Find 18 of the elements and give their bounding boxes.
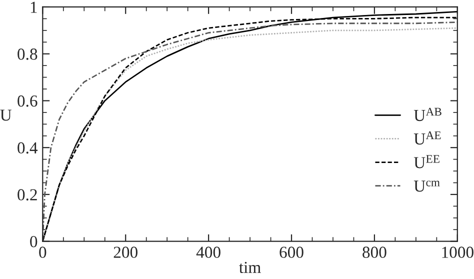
x-tick-label: 0 [39, 246, 46, 258]
x-tick-label: 600 [280, 246, 304, 258]
y-tick-label: 0.4 [18, 142, 38, 154]
x-tick-label: 800 [362, 246, 386, 258]
x-axis-title: tim [239, 262, 261, 274]
x-tick-label: 1000 [442, 246, 474, 258]
legend-label: U$^{cm}$ [414, 180, 440, 192]
legend-label: U$^{AB}$ [414, 108, 442, 122]
legend-label: U$^{AE}$ [414, 131, 441, 145]
y-axis-title: U [0, 110, 12, 121]
y-tick-label: 0 [30, 236, 38, 248]
y-tick-label: 0.8 [18, 48, 38, 60]
y-tick-label: 0.2 [18, 189, 37, 200]
x-tick-label: 200 [114, 246, 138, 258]
y-tick-label: 0.6 [18, 95, 38, 107]
x-tick-label: 400 [196, 246, 220, 258]
legend-label: U$^{EE}$ [414, 155, 440, 168]
y-tick-label: 1 [30, 2, 37, 13]
